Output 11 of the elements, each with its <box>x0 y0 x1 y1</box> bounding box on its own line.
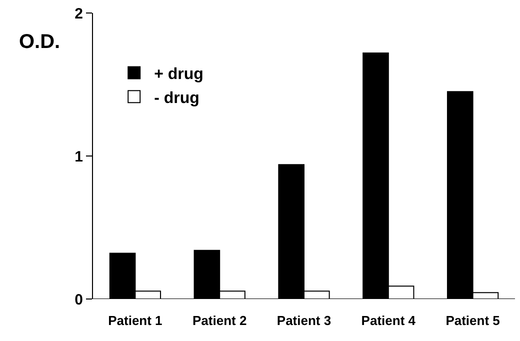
legend-label: + drug <box>154 66 204 84</box>
x-tick-label: Patient 4 <box>361 313 416 328</box>
y-tick-label: 0 <box>74 291 83 308</box>
y-tick-label: 2 <box>74 5 83 22</box>
x-tick-label: Patient 3 <box>276 313 332 328</box>
y-axis-title: O.D. <box>19 31 60 53</box>
x-tick-label: Patient 2 <box>192 313 247 328</box>
y-tick-label: 1 <box>74 148 83 166</box>
x-tick-label: Patient 5 <box>446 313 500 328</box>
x-tick-label: Patient 1 <box>108 313 162 328</box>
legend-label: - drug <box>154 90 200 107</box>
